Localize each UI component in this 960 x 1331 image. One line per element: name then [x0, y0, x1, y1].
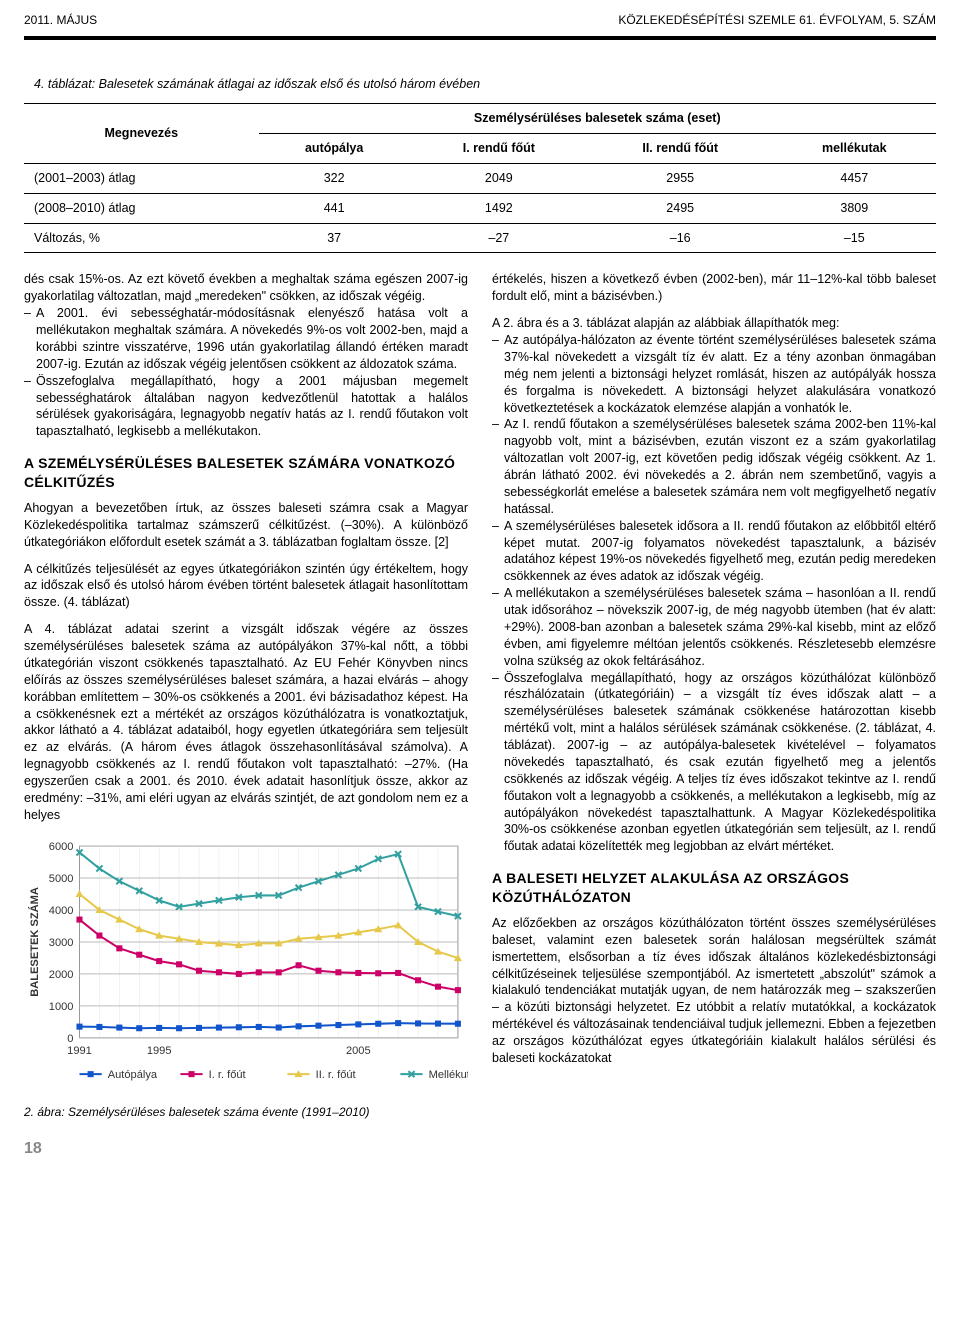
bullet-r3: A személysérüléses balesetek idősora a I… [492, 518, 936, 586]
header-right: KÖZLEKEDÉSÉPÍTÉSI SZEMLE 61. ÉVFOLYAM, 5… [618, 12, 936, 28]
heading-orszagos: A BALESETI HELYZET ALAKULÁSA AZ ORSZÁGOS… [492, 869, 936, 907]
table4-megnevezes: Megnevezés [24, 104, 259, 164]
table4-group-header: Személysérüléses balesetek száma (eset) [259, 104, 936, 134]
intro-frag: dés csak 15%-os. Az ezt követő években a… [24, 271, 468, 305]
para-a2: A célkitűzés teljesülését az egyes útkat… [24, 561, 468, 612]
bullet-r2: Az I. rendű főutakon a személysérüléses … [492, 416, 936, 517]
svg-text:BALESETEK SZÁMA: BALESETEK SZÁMA [28, 887, 41, 997]
svg-text:Mellékutak: Mellékutak [429, 1069, 468, 1081]
bullet-r5: Összefoglalva megállapítható, hogy az or… [492, 670, 936, 856]
table-row: (2008–2010) átlag 441 1492 2495 3809 [24, 193, 936, 223]
chart2-wrap: 0 1000 2000 3000 4000 5000 6000 BALESETEK SZÁMA… [24, 836, 468, 1121]
svg-text:2000: 2000 [49, 969, 74, 981]
table4-col-1: I. rendű főút [410, 133, 588, 163]
table4: Megnevezés Személysérüléses balesetek sz… [24, 103, 936, 253]
svg-text:3000: 3000 [49, 937, 74, 949]
svg-text:I. r. főút: I. r. főút [209, 1069, 246, 1081]
svg-text:2005: 2005 [346, 1045, 371, 1057]
svg-text:4000: 4000 [49, 905, 74, 917]
para-a3: A 4. táblázat adatai szerint a vizsgált … [24, 621, 468, 824]
svg-text:0: 0 [67, 1033, 73, 1045]
svg-text:Autópálya: Autópálya [108, 1069, 158, 1081]
bullet-r4: A mellékutakon a személysérüléses balese… [492, 585, 936, 669]
para-b1: Az előzőekben az országos közúthálózaton… [492, 915, 936, 1067]
para-a1: Ahogyan a bevezetőben írtuk, az összes b… [24, 500, 468, 551]
svg-text:5000: 5000 [49, 873, 74, 885]
bullet-a2001: A 2001. évi sebességhatár-módosításnak e… [24, 305, 468, 373]
svg-text:1995: 1995 [147, 1045, 172, 1057]
header-left: 2011. MÁJUS [24, 12, 97, 28]
bullet-ossz: Összefoglalva megállapítható, hogy a 200… [24, 373, 468, 441]
table4-caption: 4. táblázat: Balesetek számának átlagai … [24, 76, 936, 93]
para-r1: értékelés, hiszen a következő évben (200… [492, 271, 936, 305]
table4-col-2: II. rendű főút [588, 133, 773, 163]
svg-text:1991: 1991 [67, 1045, 92, 1057]
table-row: (2001–2003) átlag 322 2049 2955 4457 [24, 163, 936, 193]
para-r2: A 2. ábra és a 3. táblázat alapján az al… [492, 315, 936, 332]
svg-text:6000: 6000 [49, 841, 74, 853]
table4-col-3: mellékutak [773, 133, 936, 163]
page-header: 2011. MÁJUS KÖZLEKEDÉSÉPÍTÉSI SZEMLE 61.… [24, 12, 936, 40]
page-number: 18 [24, 1138, 936, 1160]
heading-celkituzes: A SZEMÉLYSÉRÜLÉSES BALESETEK SZÁMÁRA VON… [24, 454, 468, 492]
svg-text:1000: 1000 [49, 1001, 74, 1013]
body-columns: dés csak 15%-os. Az ezt követő években a… [24, 271, 936, 1120]
chart2: 0 1000 2000 3000 4000 5000 6000 BALESETEK SZÁMA… [24, 836, 468, 1098]
svg-text:II. r. főút: II. r. főút [316, 1069, 356, 1081]
bullet-r1: Az autópálya-hálózaton az évente történt… [492, 332, 936, 416]
table-row: Változás, % 37 –27 –16 –15 [24, 223, 936, 253]
chart2-caption: 2. ábra: Személysérüléses balesetek szám… [24, 1104, 468, 1120]
table4-col-0: autópálya [259, 133, 410, 163]
